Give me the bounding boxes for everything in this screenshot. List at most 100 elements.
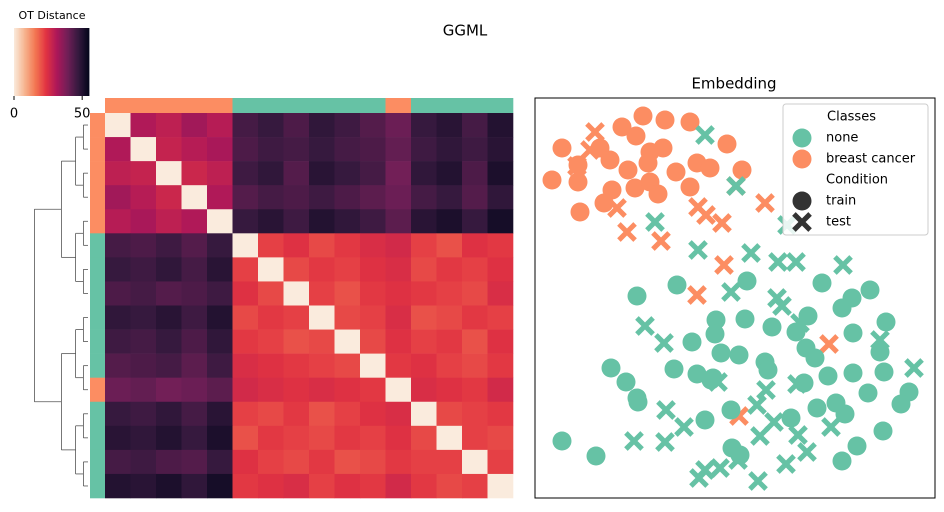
heatmap-cell — [130, 473, 157, 499]
heatmap-cell — [411, 233, 437, 258]
heatmap-cell — [309, 449, 335, 475]
heatmap-cell — [156, 233, 182, 258]
colorbar-step — [40, 28, 42, 96]
col-class-strip — [411, 98, 437, 113]
heatmap-cell — [436, 401, 463, 427]
colorbar-step — [46, 28, 49, 96]
heatmap-cell — [360, 401, 386, 427]
heatmap-cell — [105, 401, 131, 427]
point-x — [819, 334, 839, 354]
heatmap-cell — [130, 113, 157, 138]
heatmap-cell — [105, 257, 131, 282]
heatmap-cell — [487, 257, 514, 282]
heatmap-cell — [283, 281, 310, 306]
heatmap-cell — [283, 137, 310, 162]
point — [705, 324, 725, 344]
heatmap-cell — [334, 161, 361, 186]
heatmap-cell — [130, 185, 157, 210]
legend-title: Condition — [826, 173, 888, 188]
heatmap-cell — [207, 137, 233, 162]
point-x — [655, 432, 675, 452]
point — [653, 138, 673, 158]
colorbar-step — [66, 28, 69, 96]
col-class-strip — [385, 98, 412, 113]
heatmap-cell — [283, 425, 310, 451]
heatmap-cell — [436, 329, 463, 354]
colorbar-step — [62, 28, 65, 96]
heatmap-cell — [232, 353, 259, 378]
colorbar-step — [85, 28, 87, 96]
point — [858, 383, 878, 403]
heatmap-cell — [130, 401, 157, 427]
heatmap-cell — [181, 449, 208, 475]
heatmap-cell — [462, 185, 488, 210]
heatmap-cell — [462, 137, 488, 162]
heatmap-cell — [207, 185, 233, 210]
heatmap-cell — [309, 401, 335, 427]
point — [664, 359, 684, 379]
point-x — [651, 231, 671, 251]
heatmap-cell — [181, 233, 208, 258]
point — [847, 436, 867, 456]
heatmap-cell — [360, 425, 386, 451]
point — [812, 273, 832, 293]
col-class-strip — [232, 98, 259, 113]
row-class-strip — [90, 113, 105, 138]
heatmap-cell — [156, 305, 182, 330]
heatmap-cell — [411, 137, 437, 162]
heatmap-cell — [334, 113, 361, 138]
colorbar-step — [30, 28, 32, 96]
point — [860, 280, 880, 300]
heatmap-cell — [232, 185, 259, 210]
col-class-strip — [207, 98, 233, 113]
heatmap-cell — [436, 137, 463, 162]
col-class-strip — [436, 98, 463, 113]
heatmap-cell — [436, 377, 463, 403]
heatmap-cell — [309, 305, 335, 330]
point-x — [787, 374, 807, 394]
row-class-strip — [90, 425, 105, 451]
heatmap-cell — [360, 233, 386, 258]
heatmap-cell — [385, 281, 412, 306]
heatmap-cell — [385, 401, 412, 427]
heatmap-cell — [487, 377, 514, 403]
heatmap-cell — [283, 113, 310, 138]
heatmap-cell — [105, 161, 131, 186]
legend-box — [782, 103, 929, 236]
row-class-strip — [90, 449, 105, 475]
colorbar-step — [15, 28, 17, 96]
heatmap-cell — [258, 281, 284, 306]
point — [542, 170, 562, 190]
point — [873, 421, 893, 441]
heatmap-cell — [130, 233, 157, 258]
heatmap-cell — [156, 209, 182, 234]
heatmap-cell — [360, 305, 386, 330]
point-x — [708, 372, 728, 392]
col-class-strip — [181, 98, 208, 113]
heatmap-cell — [130, 329, 157, 354]
row-class-strip — [90, 353, 105, 378]
heatmap-cell — [232, 209, 259, 234]
heatmap-cell — [258, 377, 284, 403]
heatmap-cell — [105, 377, 131, 403]
point-x — [786, 252, 806, 272]
heatmap-cell — [181, 281, 208, 306]
heatmap-cell — [462, 305, 488, 330]
point — [570, 202, 590, 222]
legend-label: test — [826, 215, 851, 230]
legend-label: none — [826, 131, 858, 146]
point-x — [755, 193, 775, 213]
colorbar-step — [35, 28, 37, 96]
heatmap-cell — [156, 113, 182, 138]
heatmap-cell — [181, 137, 208, 162]
heatmap-cell — [334, 449, 361, 475]
point-x — [772, 296, 792, 316]
point-x — [714, 255, 734, 275]
colorbar-step — [17, 28, 20, 96]
colorbar-step — [57, 28, 60, 96]
heatmap-cell — [334, 353, 361, 378]
heatmap-cell — [334, 209, 361, 234]
heatmap-cell — [130, 305, 157, 330]
heatmap-cell — [411, 401, 437, 427]
colorbar-step — [61, 28, 64, 96]
